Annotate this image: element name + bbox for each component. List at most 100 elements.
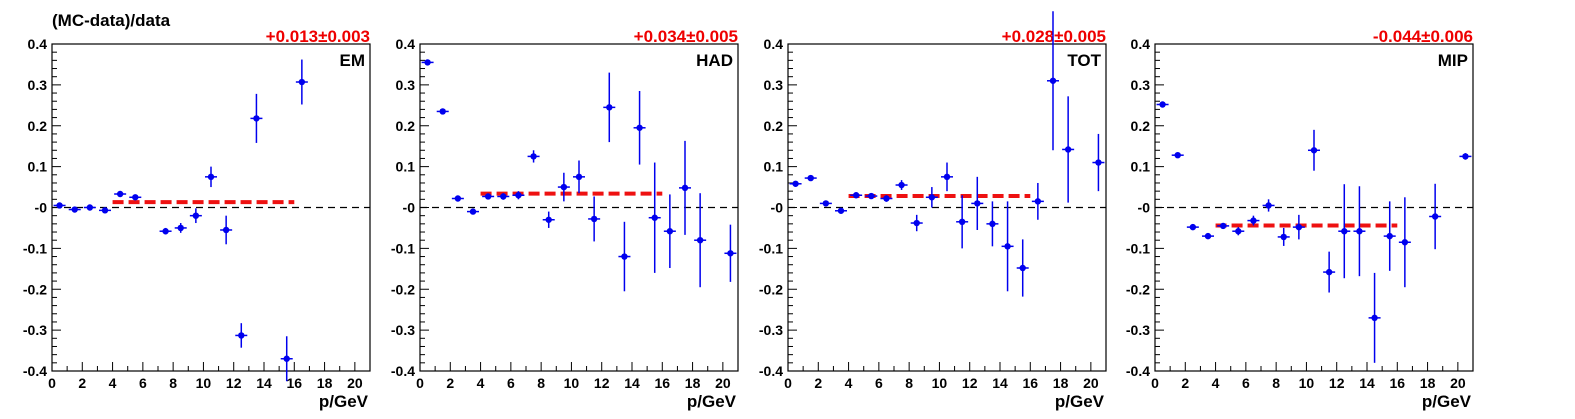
data-marker [469, 208, 477, 215]
data-point [527, 150, 540, 163]
data-point [986, 201, 999, 247]
data-point [512, 191, 525, 200]
data-point [451, 195, 464, 202]
data-point [618, 221, 631, 292]
data-point [573, 160, 585, 194]
y-tick-label: 0.3 [1131, 77, 1151, 93]
y-tick-label: 0.1 [396, 159, 416, 175]
data-point [850, 192, 863, 199]
data-point [1031, 182, 1044, 220]
panel-had: -0.4 -0.3 -0.2 -0.1 -0 0.1 0.2 0.3 0.4 0 2 4 6 8 10 12 1… [391, 27, 739, 411]
y-tick-label: 0.2 [28, 118, 48, 134]
data-point [235, 323, 248, 348]
x-tick-label: 16 [1389, 375, 1405, 391]
data-marker [1064, 146, 1072, 153]
data-marker [1401, 239, 1409, 246]
x-tick-label: 18 [1420, 375, 1436, 391]
data-point [1308, 129, 1320, 171]
data-marker [132, 194, 139, 201]
data-marker [792, 180, 799, 187]
data-marker [283, 355, 290, 362]
y-tick-label: 0.1 [28, 159, 48, 175]
data-marker [545, 216, 552, 223]
data-point [1232, 227, 1245, 236]
x-tick-label: 6 [1242, 375, 1250, 391]
panel-em: -0.4 -0.3 -0.2 -0.1 -0 0.1 0.2 0.3 0.4 0 2 4 6 8 10 12 1… [23, 27, 371, 411]
data-point [588, 196, 601, 242]
data-point [421, 59, 434, 66]
data-point [663, 194, 676, 268]
data-marker [515, 192, 522, 199]
data-point [174, 223, 187, 233]
data-point [648, 162, 661, 273]
x-tick-label: 8 [1272, 375, 1280, 391]
data-marker [727, 250, 734, 257]
y-tick-label: -0.1 [23, 240, 47, 256]
data-marker [1356, 228, 1363, 235]
panel-mip: -0.4 -0.3 -0.2 -0.1 -0 0.1 0.2 0.3 0.4 0 2 4 6 8 10 12 1… [1126, 27, 1474, 411]
data-point [68, 206, 81, 213]
data-marker [1095, 159, 1102, 166]
data-point [1217, 222, 1230, 230]
data-marker [1295, 223, 1303, 231]
data-point [910, 214, 923, 232]
data-point [1429, 183, 1442, 250]
data-point [789, 180, 802, 187]
panel-tot: -0.4 -0.3 -0.2 -0.1 -0 0.1 0.2 0.3 0.4 0 2 4 6 8 10 12 1… [759, 11, 1107, 411]
y-tick-label: -0.4 [391, 363, 415, 379]
y-tick-label: 0.4 [28, 36, 48, 52]
data-point [1202, 232, 1214, 240]
x-tick-label: 20 [347, 375, 363, 391]
x-tick-label: 8 [537, 375, 545, 391]
y-tick-label: -0.3 [759, 322, 783, 338]
data-marker [207, 173, 215, 181]
panel-label: MIP [1438, 51, 1468, 70]
x-tick-label: 10 [1299, 375, 1315, 391]
data-point [189, 208, 202, 224]
y-tick-label: 0.4 [396, 36, 416, 52]
data-marker [530, 153, 537, 160]
x-tick-label: 18 [317, 375, 333, 391]
data-point [1092, 133, 1105, 192]
data-marker [1250, 217, 1257, 224]
x-tick-label: 14 [992, 375, 1008, 391]
data-point [925, 187, 938, 208]
x-tick-label: 8 [169, 375, 177, 391]
x-tick-label: 10 [932, 375, 948, 391]
data-point [956, 195, 969, 249]
data-point [1001, 201, 1014, 292]
data-marker [500, 193, 507, 200]
y-tick-label: -0 [35, 200, 48, 216]
data-point [880, 195, 893, 202]
data-point [1047, 11, 1059, 151]
data-marker [681, 184, 689, 192]
y-tick-label: 0.4 [764, 36, 784, 52]
data-marker [560, 183, 568, 191]
data-marker [898, 181, 905, 189]
x-tick-label: 4 [109, 375, 117, 391]
data-point [1062, 96, 1075, 203]
y-tick-label: -0.2 [1126, 281, 1150, 297]
data-marker [1219, 222, 1227, 230]
y-tick-label: 0.1 [764, 159, 784, 175]
data-marker [575, 173, 583, 181]
data-point [941, 162, 953, 192]
y-tick-label: 0.3 [396, 77, 416, 93]
x-tick-label: 12 [226, 375, 242, 391]
y-tick-label: 0.1 [1131, 159, 1151, 175]
fit-result-text: -0.044±0.006 [1373, 27, 1473, 46]
data-marker [606, 104, 613, 111]
data-marker [192, 212, 200, 219]
data-point [482, 193, 495, 200]
y-tick-label: 0.2 [396, 118, 416, 134]
data-marker [177, 224, 184, 232]
data-point [971, 176, 984, 230]
data-point [205, 166, 217, 188]
panel-label: EM [340, 51, 366, 70]
data-marker [837, 207, 845, 214]
data-marker [1159, 101, 1166, 108]
y-tick-label: -0.2 [391, 281, 415, 297]
data-point [724, 224, 737, 282]
data-marker [86, 204, 94, 211]
x-tick-label: 10 [196, 375, 212, 391]
